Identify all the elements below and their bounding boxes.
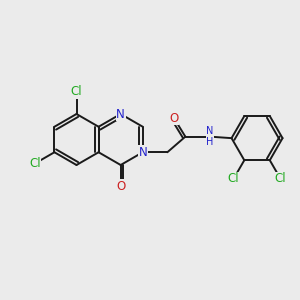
Text: O: O — [169, 112, 178, 124]
Text: Cl: Cl — [29, 157, 41, 170]
Text: O: O — [116, 179, 125, 193]
Text: Cl: Cl — [275, 172, 286, 185]
Text: N
H: N H — [206, 126, 214, 147]
Text: N: N — [138, 146, 147, 159]
Text: Cl: Cl — [71, 85, 82, 98]
Text: Cl: Cl — [228, 172, 239, 185]
Text: N: N — [116, 107, 125, 121]
